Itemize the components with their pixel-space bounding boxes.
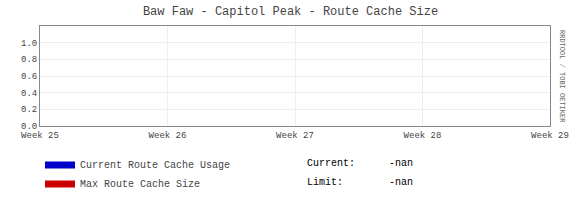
- svg-text:Limit:: Limit:: [307, 177, 343, 188]
- svg-text:0.8: 0.8: [21, 55, 37, 65]
- svg-text:Week 29: Week 29: [531, 131, 569, 141]
- svg-text:-nan: -nan: [389, 177, 413, 188]
- svg-text:Week 26: Week 26: [149, 131, 187, 141]
- svg-text:1.0: 1.0: [21, 39, 37, 49]
- svg-text:Week 27: Week 27: [276, 131, 314, 141]
- svg-text:-nan: -nan: [389, 158, 413, 169]
- svg-text:0.4: 0.4: [21, 89, 37, 99]
- svg-text:Current Route Cache Usage: Current Route Cache Usage: [80, 160, 230, 171]
- svg-text:Max Route Cache Size: Max Route Cache Size: [80, 179, 200, 190]
- svg-text:0.0: 0.0: [21, 122, 37, 132]
- svg-text:0.2: 0.2: [21, 105, 37, 115]
- svg-text:RRDTOOL / TOBI OETIKER: RRDTOOL / TOBI OETIKER: [558, 30, 566, 123]
- svg-text:Baw Faw - Capitol Peak - Route: Baw Faw - Capitol Peak - Route Cache Siz…: [143, 5, 438, 19]
- svg-text:Week 25: Week 25: [21, 131, 59, 141]
- svg-text:Week 28: Week 28: [404, 131, 442, 141]
- svg-text:0.6: 0.6: [21, 72, 37, 82]
- svg-text:Current:: Current:: [307, 158, 355, 169]
